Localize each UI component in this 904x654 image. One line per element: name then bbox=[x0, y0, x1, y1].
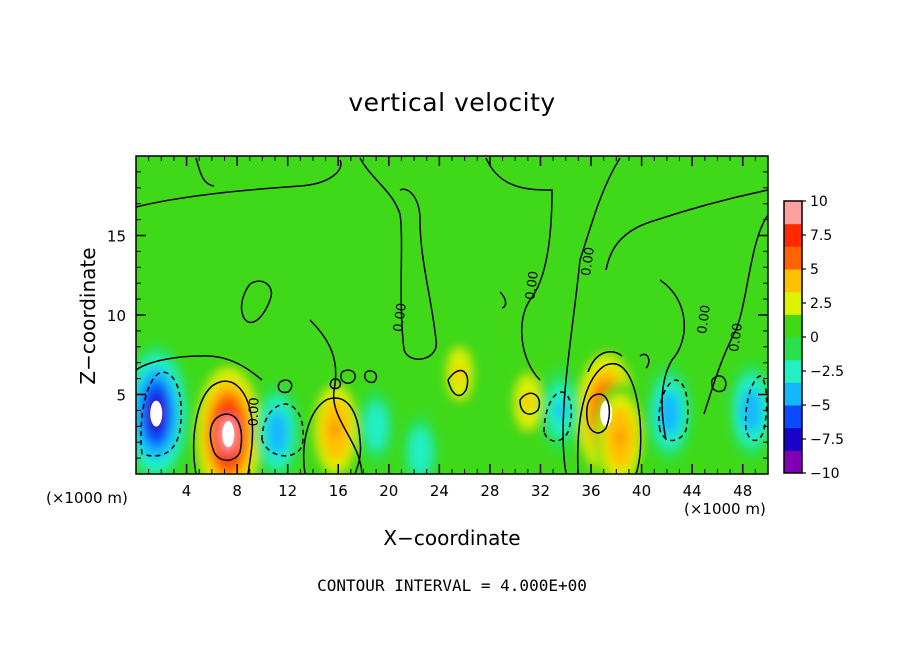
contour-label: 0.00 bbox=[579, 246, 598, 277]
y-tick-label: 10 bbox=[107, 307, 126, 325]
contour-label: 0.00 bbox=[391, 302, 410, 333]
colorbar-swatch bbox=[784, 223, 802, 247]
colorbar-swatch bbox=[784, 314, 802, 338]
colorbar-swatch bbox=[784, 337, 802, 361]
updraft-cell-2 bbox=[594, 382, 646, 474]
colorbar-swatch bbox=[784, 450, 802, 474]
y-tick-label: 5 bbox=[116, 387, 126, 405]
x-tick-label: 32 bbox=[531, 482, 550, 500]
downdraft-cell-10 bbox=[646, 364, 693, 464]
zero-contour bbox=[363, 370, 378, 384]
zero-contour bbox=[562, 157, 621, 474]
updraft-cell-6 bbox=[492, 292, 521, 354]
colorbar-swatch bbox=[784, 246, 802, 270]
contour-label: 0.00 bbox=[727, 322, 746, 353]
colorbar-swatch bbox=[784, 269, 802, 293]
colorbar-tick-label: −7.5 bbox=[810, 432, 844, 448]
contour-negative bbox=[140, 371, 182, 457]
contour-positive bbox=[209, 413, 243, 461]
x-tick-label: 36 bbox=[581, 482, 600, 500]
zero-contour bbox=[277, 379, 293, 394]
downdraft-cell-8 bbox=[254, 383, 301, 474]
x-tick-label: 8 bbox=[232, 482, 242, 500]
zero-contour bbox=[309, 319, 363, 474]
zero-contour bbox=[576, 363, 642, 474]
contour-lines bbox=[136, 157, 768, 474]
zero-contour bbox=[587, 350, 623, 373]
y-tick-label: 15 bbox=[107, 228, 126, 246]
colorbar-tick-label: 2.5 bbox=[810, 296, 832, 312]
updraft-cell-3 bbox=[310, 374, 362, 474]
zero-contour bbox=[485, 157, 553, 381]
downdraft-cell-13 bbox=[402, 413, 439, 474]
contour-negative bbox=[543, 391, 573, 442]
zero-contour bbox=[195, 157, 215, 187]
contour-positive bbox=[586, 393, 611, 434]
x-axis-unit-right: (×1000 m) bbox=[684, 500, 766, 518]
colorbar-tick-label: 7.5 bbox=[810, 228, 832, 244]
contour-negative bbox=[744, 375, 768, 442]
colorbar-swatch bbox=[784, 382, 802, 406]
colorbar-tick-label: −2.5 bbox=[810, 364, 844, 380]
zero-contour bbox=[240, 280, 273, 324]
extreme-core-2 bbox=[150, 400, 163, 427]
x-tick-label: 44 bbox=[683, 482, 702, 500]
contour-label: 0.00 bbox=[523, 270, 542, 301]
colorbar-swatch bbox=[784, 405, 802, 429]
zero-contour bbox=[340, 369, 356, 384]
colorbar-swatch bbox=[784, 427, 802, 451]
colorbar-tick-label: −10 bbox=[810, 466, 840, 482]
zero-contour bbox=[659, 279, 686, 441]
x-tick-label: 24 bbox=[430, 482, 449, 500]
colorbar-tick-label: 0 bbox=[810, 330, 819, 346]
zero-contour bbox=[136, 355, 263, 381]
zero-contour bbox=[136, 159, 342, 208]
x-tick-label: 40 bbox=[632, 482, 651, 500]
zero-contour bbox=[447, 369, 469, 397]
extreme-core-1 bbox=[600, 400, 613, 427]
extreme-core-0 bbox=[222, 421, 235, 448]
colorbar-tick-label: 5 bbox=[810, 262, 819, 278]
zero-contour bbox=[710, 375, 727, 393]
updraft-cell-4 bbox=[440, 332, 479, 416]
zero-contour bbox=[302, 397, 362, 474]
x-tick-label: 20 bbox=[379, 482, 398, 500]
chart-title: vertical velocity bbox=[348, 88, 556, 117]
colorbar-tick-label: −5 bbox=[810, 398, 831, 414]
zero-contour bbox=[193, 380, 254, 474]
contour-negative bbox=[658, 379, 689, 442]
x-tick-label: 4 bbox=[182, 482, 192, 500]
contour-label: 0.00 bbox=[695, 304, 714, 335]
zero-contour bbox=[359, 157, 437, 360]
x-tick-label: 16 bbox=[329, 482, 348, 500]
colorbar-swatch bbox=[784, 359, 802, 383]
contour-label: 0.00 bbox=[247, 397, 263, 426]
x-tick-label: 48 bbox=[733, 482, 752, 500]
contour-labels: 0.00 0.00 0.00 0.00 0.00 0.00 bbox=[247, 246, 746, 426]
zero-contour bbox=[605, 189, 768, 271]
colorbar-swatch bbox=[784, 201, 802, 225]
colorbar-swatch bbox=[784, 291, 802, 315]
zero-contour bbox=[329, 378, 342, 390]
contour-negative bbox=[261, 403, 304, 457]
x-axis-label: X−coordinate bbox=[383, 526, 521, 550]
zero-contour bbox=[639, 353, 650, 369]
downdraft-cell-11 bbox=[728, 360, 768, 460]
zero-contour bbox=[519, 392, 541, 415]
x-tick-label: 12 bbox=[278, 482, 297, 500]
zero-contour bbox=[499, 291, 507, 309]
x-axis-unit-left: (×1000 m) bbox=[46, 489, 128, 507]
downdraft-cell-12 bbox=[358, 387, 394, 465]
x-tick-label: 28 bbox=[480, 482, 499, 500]
contour-interval-note: CONTOUR INTERVAL = 4.000E+00 bbox=[317, 576, 587, 595]
colorbar: 10 7.5 5 2.5 0 −2.5 −5 −7.5 −10 bbox=[783, 194, 844, 482]
colorbar-tick-label: 10 bbox=[810, 194, 828, 210]
updraft-cell-5 bbox=[507, 358, 549, 447]
